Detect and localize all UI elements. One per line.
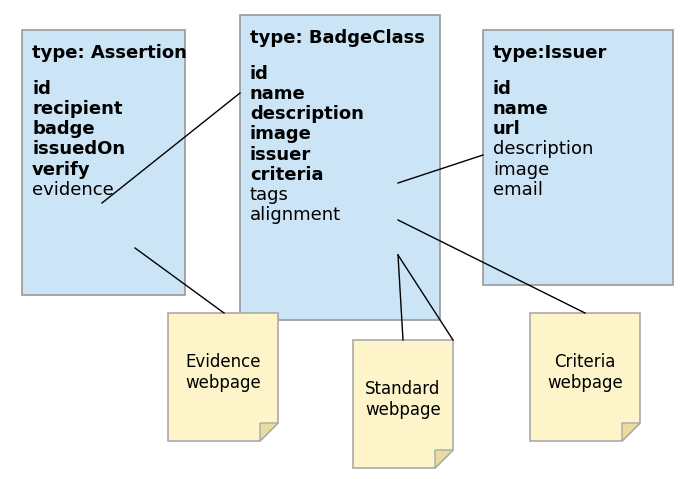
Text: id: id	[250, 65, 269, 83]
Polygon shape	[435, 450, 453, 468]
Text: url: url	[493, 120, 520, 138]
Text: alignment: alignment	[250, 206, 341, 224]
Text: issuer: issuer	[250, 146, 311, 164]
Text: evidence: evidence	[32, 181, 114, 199]
Polygon shape	[530, 313, 640, 441]
Text: image: image	[250, 125, 312, 143]
Text: verify: verify	[32, 160, 91, 179]
Text: type: Assertion: type: Assertion	[32, 44, 187, 62]
Text: Criteria
webpage: Criteria webpage	[547, 353, 623, 392]
Text: id: id	[493, 80, 512, 98]
Bar	[483, 30, 673, 285]
Text: Evidence
webpage: Evidence webpage	[185, 353, 261, 392]
Text: issuedOn: issuedOn	[32, 140, 125, 159]
Polygon shape	[622, 423, 640, 441]
Text: description: description	[493, 140, 593, 159]
Bar	[240, 15, 440, 320]
Text: email: email	[493, 181, 543, 199]
Text: criteria: criteria	[250, 166, 323, 184]
Text: tags: tags	[250, 186, 289, 204]
Text: name: name	[493, 100, 549, 118]
Polygon shape	[260, 423, 278, 441]
Text: badge: badge	[32, 120, 94, 138]
Polygon shape	[353, 340, 453, 468]
Text: type:Issuer: type:Issuer	[493, 44, 607, 62]
Text: Standard
webpage: Standard webpage	[365, 380, 441, 419]
Text: image: image	[493, 160, 549, 179]
Bar	[22, 30, 185, 295]
Text: id: id	[32, 80, 51, 98]
Text: type: BadgeClass: type: BadgeClass	[250, 29, 425, 47]
Polygon shape	[168, 313, 278, 441]
Text: recipient: recipient	[32, 100, 123, 118]
Text: description: description	[250, 105, 364, 123]
Text: name: name	[250, 85, 306, 103]
